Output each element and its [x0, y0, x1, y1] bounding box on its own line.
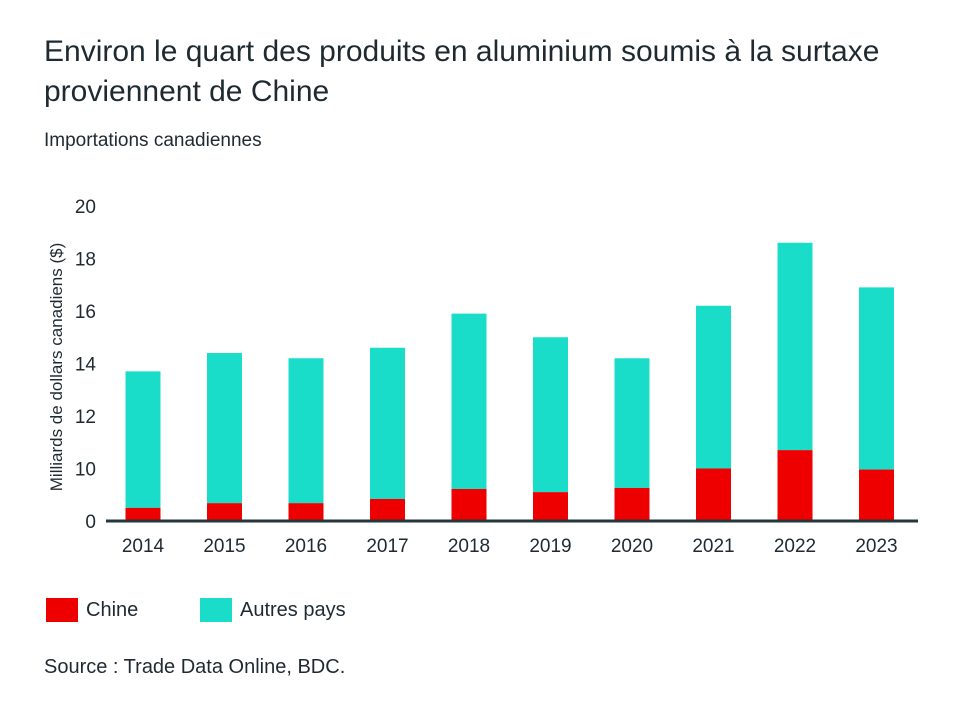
x-tick-label: 2015 — [203, 536, 245, 557]
bar-chine — [207, 503, 242, 521]
x-tick-label: 2022 — [774, 536, 816, 557]
bar-chine — [370, 498, 405, 521]
bar-chine — [859, 469, 894, 521]
bar-autres-pays — [533, 337, 568, 493]
x-tick-label: 2019 — [529, 536, 571, 557]
bar-chine — [533, 492, 568, 521]
x-tick-label: 2020 — [611, 536, 653, 557]
bar-autres-pays — [696, 305, 731, 469]
bar-autres-pays — [859, 287, 894, 470]
y-tick-label: 0 — [85, 512, 96, 533]
bar-autres-pays — [207, 353, 242, 504]
y-tick-label: 12 — [75, 407, 96, 428]
legend-label-chine: Chine — [86, 598, 139, 621]
x-tick-label: 2017 — [366, 536, 408, 557]
y-tick-label: 10 — [75, 460, 96, 481]
bar-chine — [125, 507, 161, 521]
bar-chine — [451, 488, 487, 521]
legend-swatch-chine — [46, 598, 78, 622]
x-tick-label: 2018 — [448, 536, 490, 557]
legend-label-autres: Autres pays — [240, 598, 346, 621]
bar-chine — [777, 450, 813, 521]
legend-item-chine: Chine — [46, 598, 138, 622]
x-tick-label: 2014 — [122, 536, 165, 557]
y-axis-label: Milliards de dollars canadiens ($) — [47, 243, 66, 492]
source-note: Source : Trade Data Online, BDC. — [44, 656, 346, 678]
bar-autres-pays — [125, 371, 161, 508]
y-tick-label: 16 — [75, 302, 96, 323]
bar-chine — [288, 503, 324, 521]
bar-autres-pays — [614, 358, 650, 488]
y-tick-label: 20 — [75, 197, 96, 218]
y-tick-label: 14 — [75, 355, 97, 376]
bar-chine — [614, 487, 650, 521]
bar-autres-pays — [370, 347, 405, 499]
bar-autres-pays — [777, 242, 813, 451]
bar-autres-pays — [288, 358, 324, 504]
y-tick-label: 18 — [75, 250, 96, 271]
legend-item-autres: Autres pays — [200, 598, 346, 622]
legend-swatch-autres — [200, 598, 232, 622]
x-tick-label: 2016 — [285, 536, 327, 557]
chart-subtitle: Importations canadiennes — [44, 130, 262, 151]
x-tick-label: 2021 — [692, 536, 734, 557]
x-tick-label: 2023 — [855, 536, 897, 557]
bar-autres-pays — [451, 313, 487, 489]
bar-chine — [696, 468, 731, 521]
chart-title: Environ le quart des produits en alumini… — [44, 35, 880, 108]
